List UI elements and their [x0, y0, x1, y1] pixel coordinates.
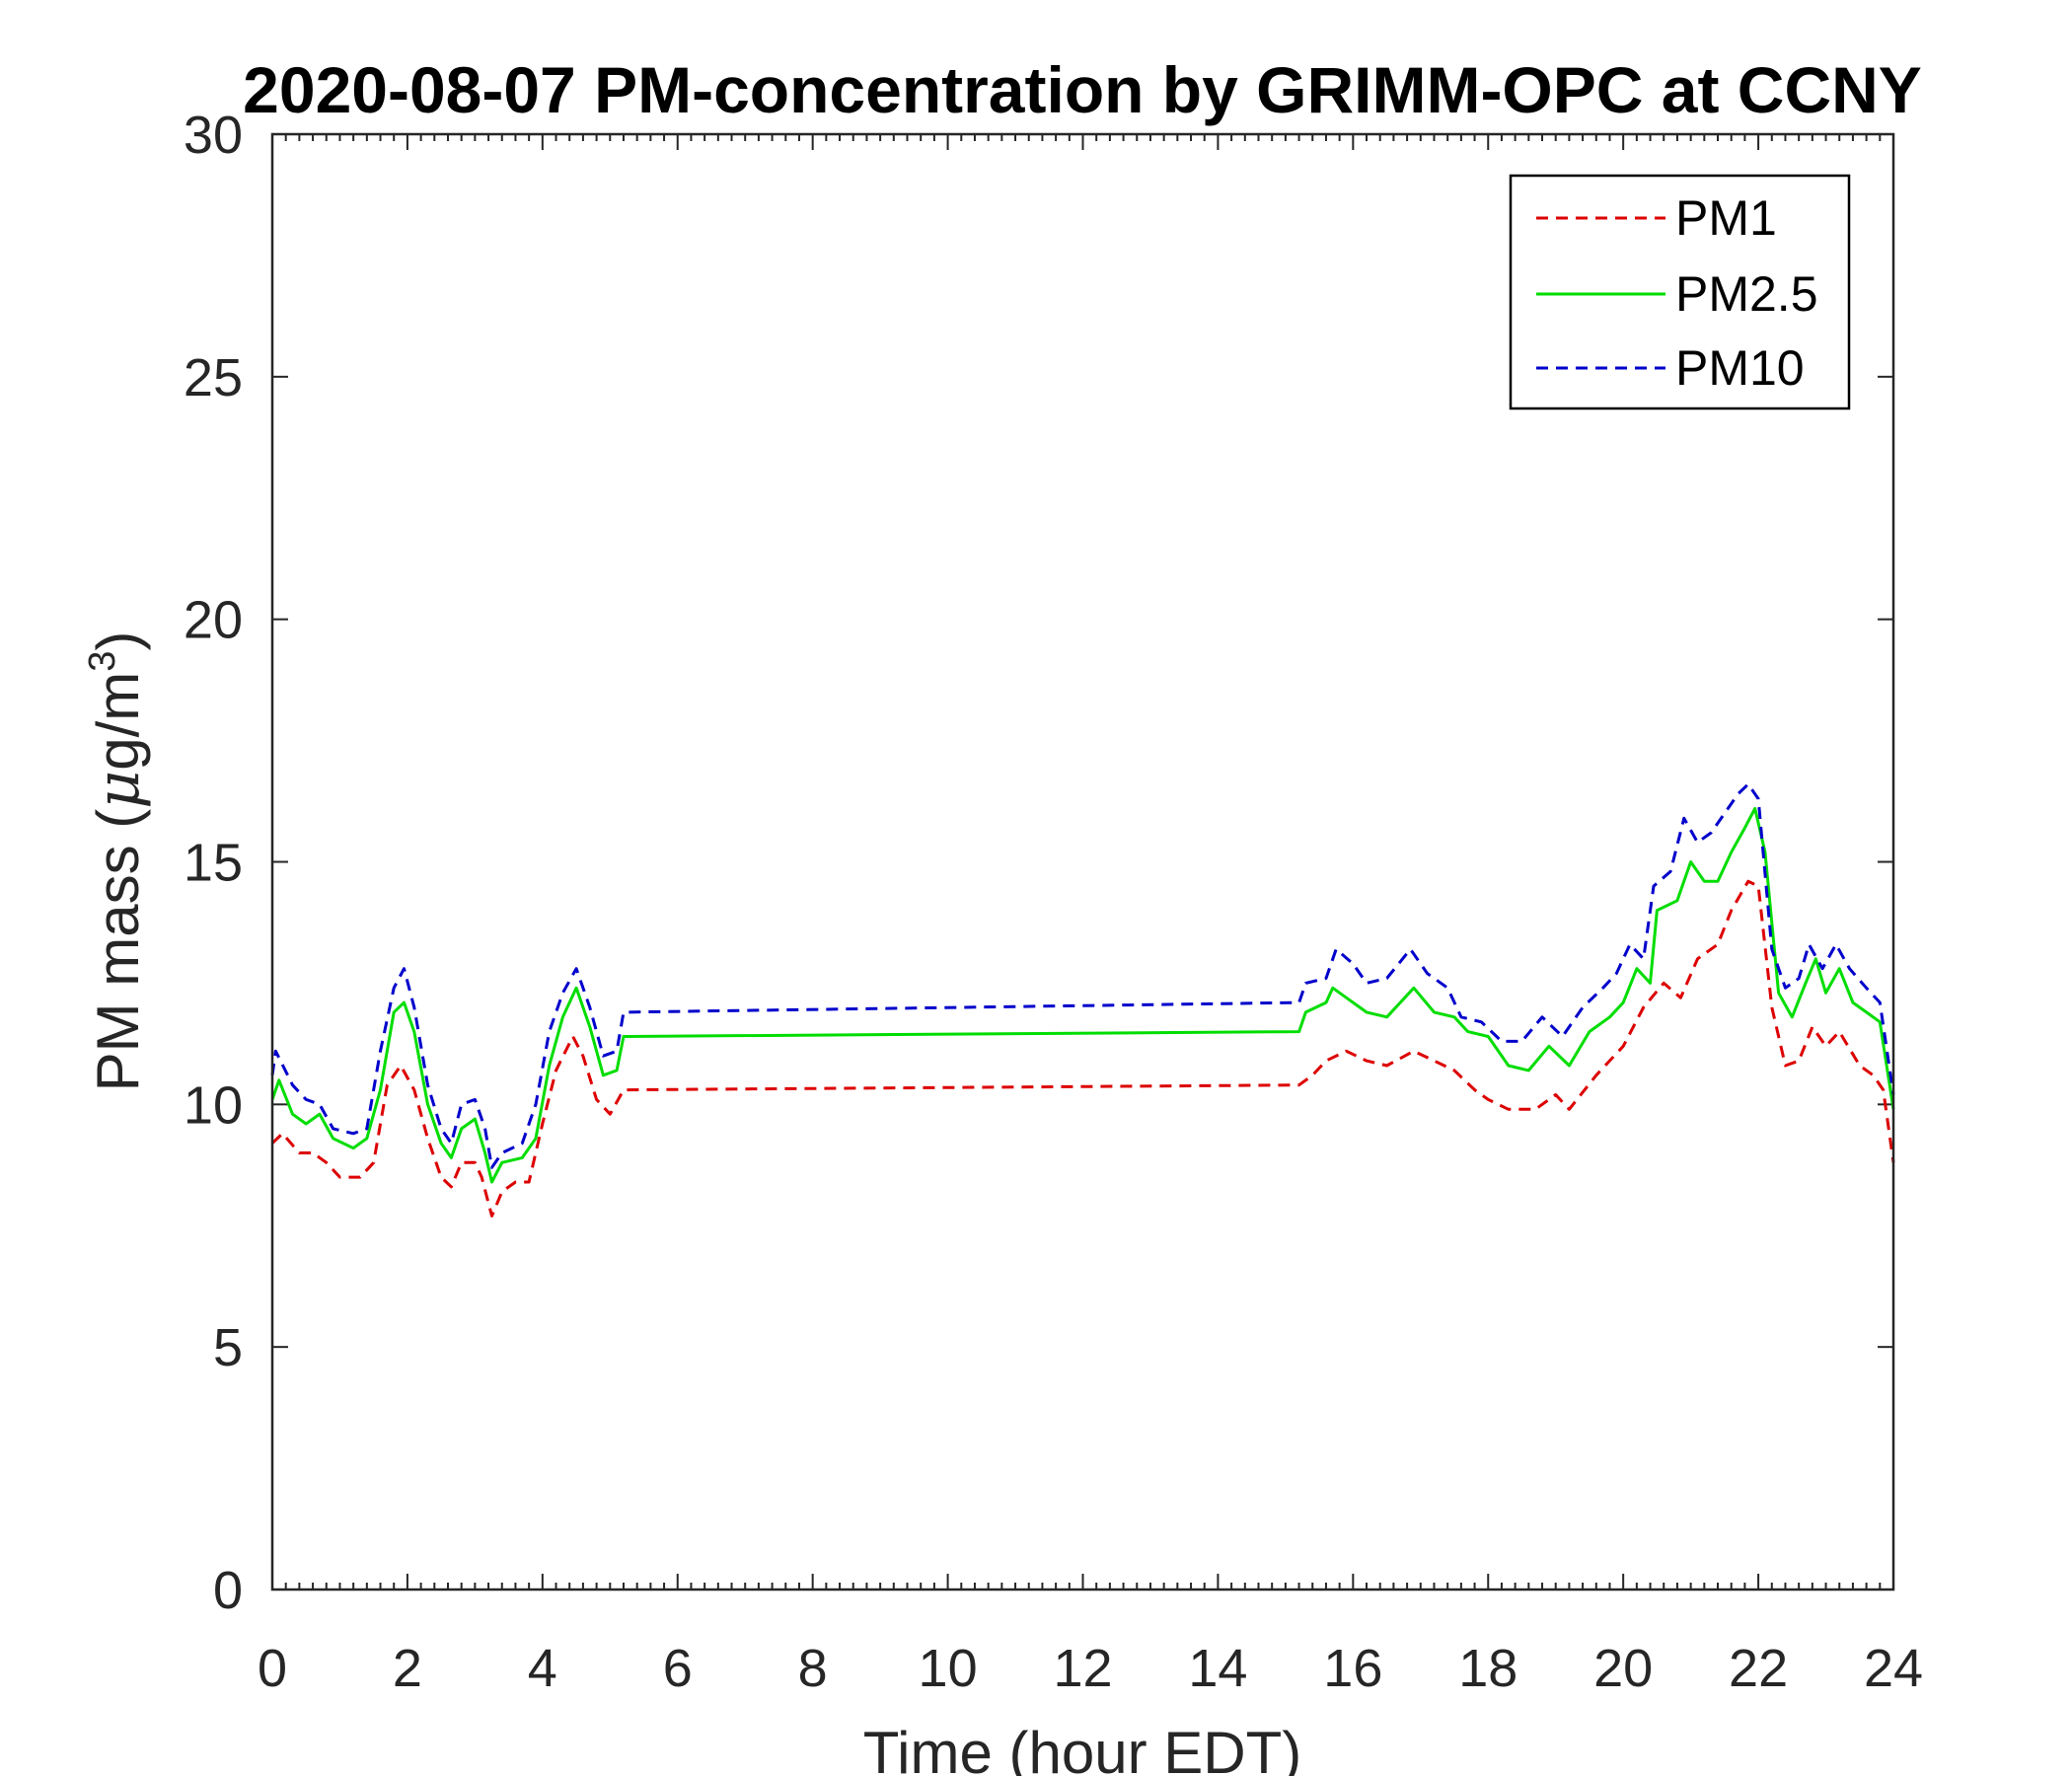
- y-axis-label-mu: μ: [84, 771, 153, 809]
- y-tick-label: 5: [213, 1318, 243, 1377]
- legend-box: [1509, 174, 1851, 410]
- x-tick-label: 16: [1323, 1639, 1382, 1698]
- series-pm2-5: [270, 806, 1895, 1184]
- x-tick-label: 0: [258, 1639, 287, 1698]
- series-pm10: [270, 782, 1895, 1169]
- y-tick-label: 25: [184, 348, 243, 407]
- y-tick-label: 30: [184, 106, 243, 165]
- x-tick-label: 12: [1053, 1639, 1112, 1698]
- x-tick-label: 6: [663, 1639, 693, 1698]
- x-tick-label: 18: [1458, 1639, 1517, 1698]
- x-tick-label: 20: [1593, 1639, 1653, 1698]
- x-tick-label: 10: [919, 1639, 978, 1698]
- y-tick-label: 20: [184, 591, 243, 650]
- x-tick-label: 4: [528, 1639, 557, 1698]
- y-tick-labels: 0 5 10 15 20 25 30: [184, 106, 243, 1620]
- legend-label-pm2-5: PM2.5: [1675, 266, 1818, 322]
- x-tick-label: 2: [393, 1639, 422, 1698]
- y-axis-label-main: PM mass (: [85, 809, 151, 1092]
- legend: PM1 PM2.5 PM10: [1509, 174, 1851, 410]
- series-lines: [270, 782, 1895, 1218]
- legend-label-pm10: PM10: [1675, 340, 1805, 396]
- y-tick-label: 15: [184, 834, 243, 893]
- plot-frame: [270, 132, 1895, 1591]
- series-pm1: [270, 879, 1895, 1218]
- y-axis-label-sup: 3: [82, 651, 123, 672]
- x-tick-label: 8: [798, 1639, 828, 1698]
- y-axis-label: PM mass (μg/m3): [82, 631, 153, 1092]
- x-tick-label: 24: [1864, 1639, 1923, 1698]
- legend-label-pm1: PM1: [1675, 190, 1777, 246]
- chart-title: 2020-08-07 PM-concentration by GRIMM-OPC…: [243, 53, 1922, 126]
- x-axis-label: Time (hour EDT): [863, 1720, 1302, 1776]
- y-axis-label-unit: g/m: [85, 672, 151, 771]
- x-tick-labels: 0 2 4 6 8 10 12 14 16 18 20 22 24: [258, 1639, 1923, 1698]
- y-tick-label: 10: [184, 1075, 243, 1135]
- y-axis-label-close: ): [85, 631, 151, 651]
- x-tick-label: 22: [1729, 1639, 1788, 1698]
- y-tick-label: 0: [213, 1561, 243, 1620]
- x-tick-label: 14: [1188, 1639, 1247, 1698]
